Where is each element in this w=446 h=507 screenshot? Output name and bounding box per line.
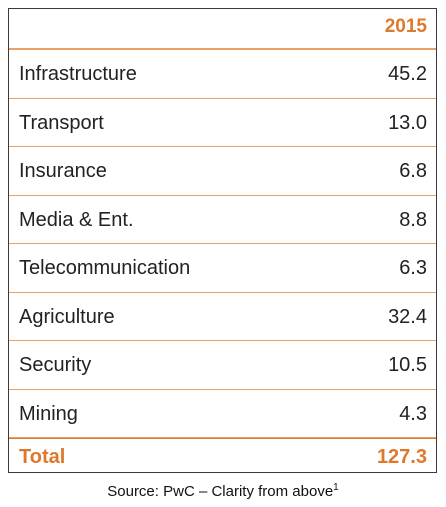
row-value: 13.0 xyxy=(388,111,427,134)
column-header-2015: 2015 xyxy=(384,16,427,37)
row-label: Agriculture xyxy=(19,305,115,328)
row-value: 6.3 xyxy=(399,257,427,279)
table-header-row: 2015 xyxy=(9,9,436,50)
row-label: Media & Ent. xyxy=(19,208,134,231)
table-row: Agriculture 32.4 xyxy=(9,293,436,341)
table-body: Infrastructure 45.2 Transport 13.0 Insurance… xyxy=(9,50,436,438)
row-label: Infrastructure xyxy=(19,63,137,85)
row-label: Security xyxy=(19,354,92,376)
table-row: Transport 13.0 xyxy=(9,99,436,147)
row-value: 6.8 xyxy=(399,160,427,182)
row-value: 4.3 xyxy=(399,402,427,425)
row-label: Transport xyxy=(19,111,104,134)
total-value: 127.3 xyxy=(376,446,427,468)
row-value: 45.2 xyxy=(388,63,427,85)
table-total-row: Total 127.3 xyxy=(9,438,436,473)
row-label: Mining xyxy=(19,402,78,425)
source-text: Source: PwC – Clarity from above xyxy=(107,483,334,500)
table-row: Infrastructure 45.2 xyxy=(9,50,436,99)
table-row: Telecommunication 6.3 xyxy=(9,244,436,293)
table-row: Insurance 6.8 xyxy=(9,147,436,196)
row-label: Insurance xyxy=(19,160,107,182)
table-row: Mining 4.3 xyxy=(9,390,436,438)
table-row: Security 10.5 xyxy=(9,341,436,390)
source-footnote-marker: 1 xyxy=(333,482,339,493)
row-value: 10.5 xyxy=(388,354,427,376)
row-label: Telecommunication xyxy=(19,257,191,279)
total-label: Total xyxy=(19,446,66,468)
data-table: 2015 Infrastructure 45.2 Transport 13.0 Insu… xyxy=(8,8,437,473)
source-caption: Source: PwC – Clarity from above1 xyxy=(0,482,446,500)
row-value: 8.8 xyxy=(399,208,427,231)
row-value: 32.4 xyxy=(388,305,427,328)
table-row: Media & Ent. 8.8 xyxy=(9,196,436,244)
